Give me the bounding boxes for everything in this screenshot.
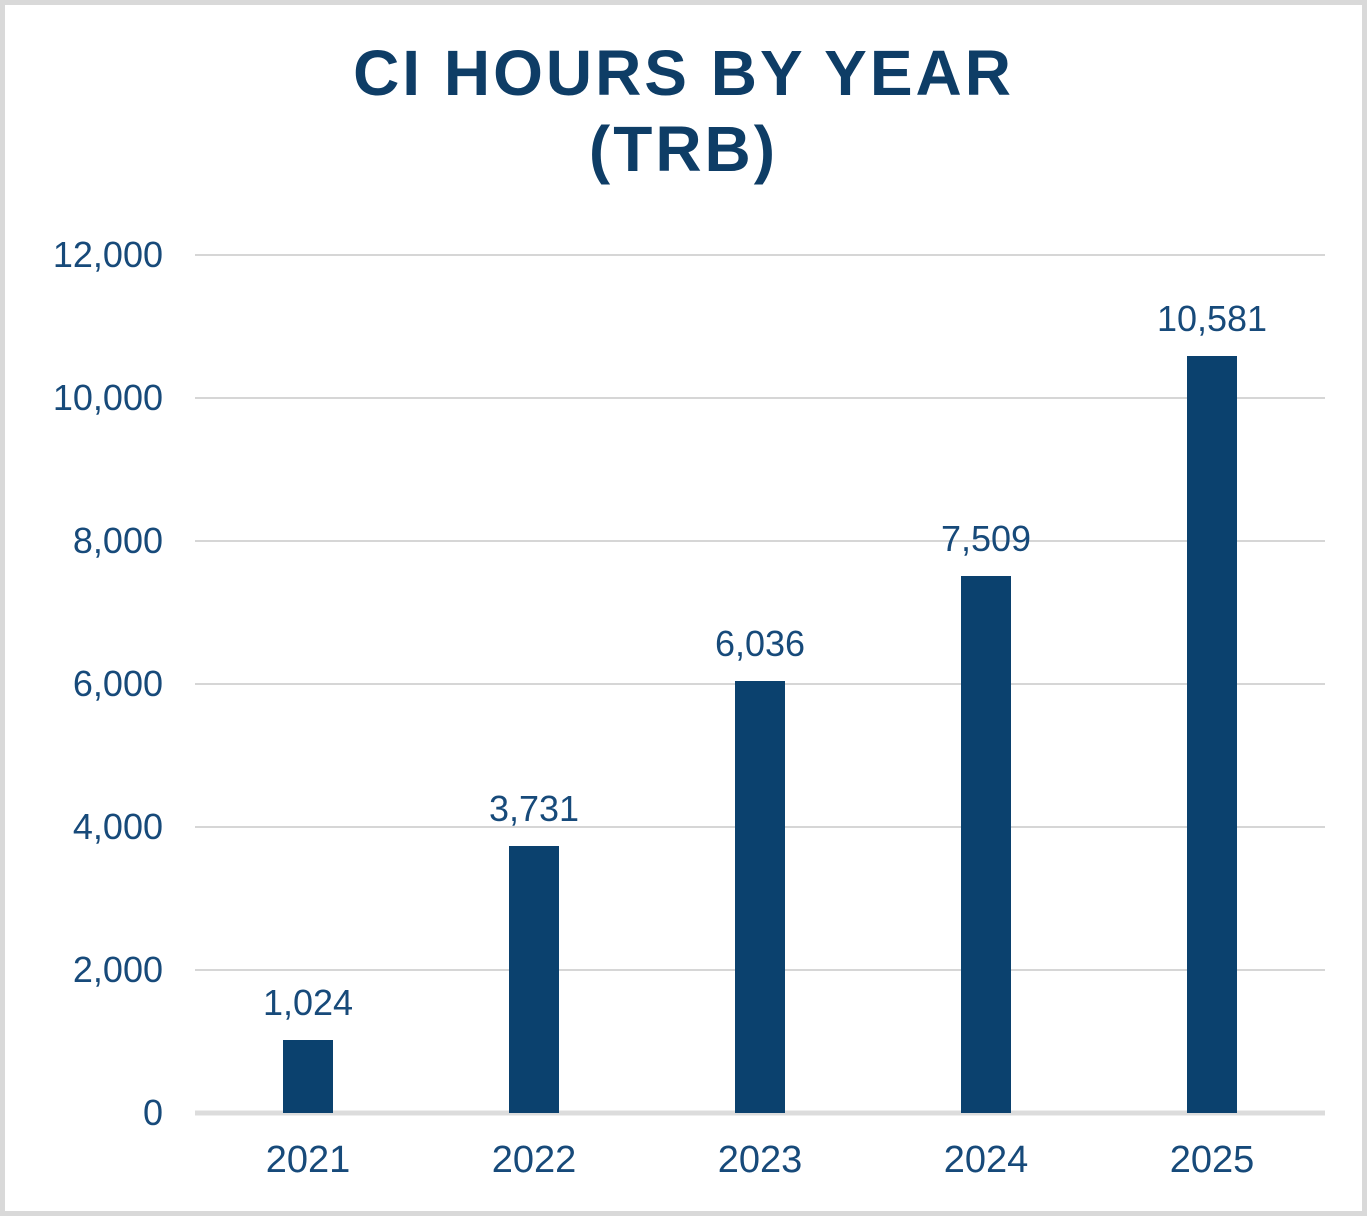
gridline: [195, 254, 1325, 256]
chart-title-line2: (TRB): [588, 113, 779, 185]
x-tick-label-2024: 2024: [943, 1139, 1029, 1181]
y-tick-label: 8,000: [72, 520, 163, 562]
x-tick-label-2022: 2022: [491, 1139, 577, 1181]
y-tick-label: 10,000: [52, 377, 163, 418]
bar-2021: [283, 1039, 333, 1113]
gridline: [195, 397, 1325, 399]
bar-value-label-2021: 1,024: [262, 981, 354, 1023]
bar-2025: [1187, 356, 1237, 1113]
y-tick-label: 2,000: [72, 949, 163, 991]
y-axis-labels: 0 2,000 4,000 6,000 8,000 10,000 12,000: [5, 234, 163, 1133]
x-tick-label-2025: 2025: [1169, 1139, 1255, 1181]
chart-title-line1: CI HOURS BY YEAR: [353, 37, 1014, 109]
bar-2023: [735, 681, 785, 1113]
x-axis-baseline: [195, 1110, 1325, 1116]
bar-slot-2024: 7,509: [873, 255, 1099, 1113]
chart-title: CI HOURS BY YEAR (TRB): [5, 35, 1362, 187]
bar-slot-2021: 1,024: [195, 255, 421, 1113]
y-tick-label: 12,000: [52, 234, 163, 275]
bar-value-label-2023: 6,036: [714, 623, 806, 665]
bar-value-label-2024: 7,509: [940, 518, 1032, 560]
bar-slot-2023: 6,036: [647, 255, 873, 1113]
x-axis-labels: 2021 2022 2023 2024 2025: [195, 1139, 1325, 1182]
x-tick-label-2021: 2021: [265, 1139, 351, 1181]
bar-value-label-2022: 3,731: [488, 788, 580, 830]
bar-slot-2022: 3,731: [421, 255, 647, 1113]
bar-2022: [509, 846, 559, 1113]
y-tick-label: 4,000: [72, 806, 163, 848]
plot-area: 1,024 3,731 6,036 7,509 10,581: [195, 254, 1325, 1116]
bar-2024: [961, 576, 1011, 1113]
gridline: [195, 540, 1325, 543]
bar-value-label-2025: 10,581: [1156, 298, 1268, 340]
y-tick-label: 0: [142, 1092, 163, 1133]
y-tick-label: 6,000: [72, 663, 163, 704]
x-tick-label-2023: 2023: [717, 1139, 803, 1181]
bar-slot-2025: 10,581: [1099, 255, 1325, 1113]
